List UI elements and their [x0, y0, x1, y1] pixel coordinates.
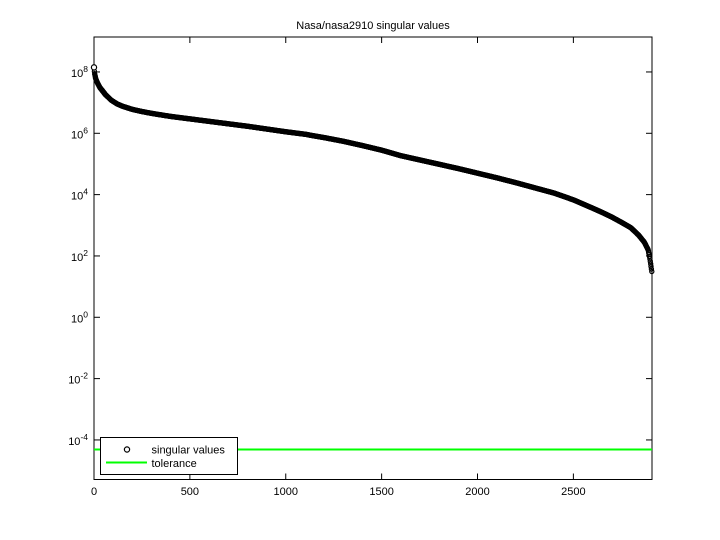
x-tick-label: 1000: [274, 486, 298, 498]
x-tick-label: 2500: [561, 486, 585, 498]
x-tick-label: 0: [91, 486, 97, 498]
legend-marker-circle-icon: [123, 446, 131, 453]
x-tick-label: 2000: [465, 486, 489, 498]
singular-values-data-points: [90, 64, 655, 275]
x-tick-label: 1500: [369, 486, 393, 498]
y-tick-label: 108: [71, 64, 88, 80]
axis-ticks: [93, 37, 652, 480]
y-tick-label: 100: [71, 309, 88, 325]
legend: singular values tolerance: [100, 437, 238, 475]
legend-box: [100, 437, 238, 475]
y-tick-label: 104: [71, 187, 88, 203]
legend-label-singular-values: singular values: [152, 445, 226, 457]
y-tick-label: 106: [71, 125, 88, 141]
x-axis-tick-labels: 0 500 1000 1500 2000 2500: [91, 486, 586, 498]
x-tick-label: 500: [181, 486, 199, 498]
y-tick-label: 10-2: [68, 371, 88, 387]
axes-box: [93, 36, 653, 480]
y-tick-label: 10-4: [68, 432, 88, 448]
y-tick-label: 102: [71, 248, 88, 264]
y-axis-tick-labels: 108 106 104 102 100 10-2 10-4: [68, 64, 88, 448]
plot-title: Nasa/nasa2910 singular values: [296, 20, 450, 32]
legend-label-tolerance: tolerance: [152, 458, 197, 470]
